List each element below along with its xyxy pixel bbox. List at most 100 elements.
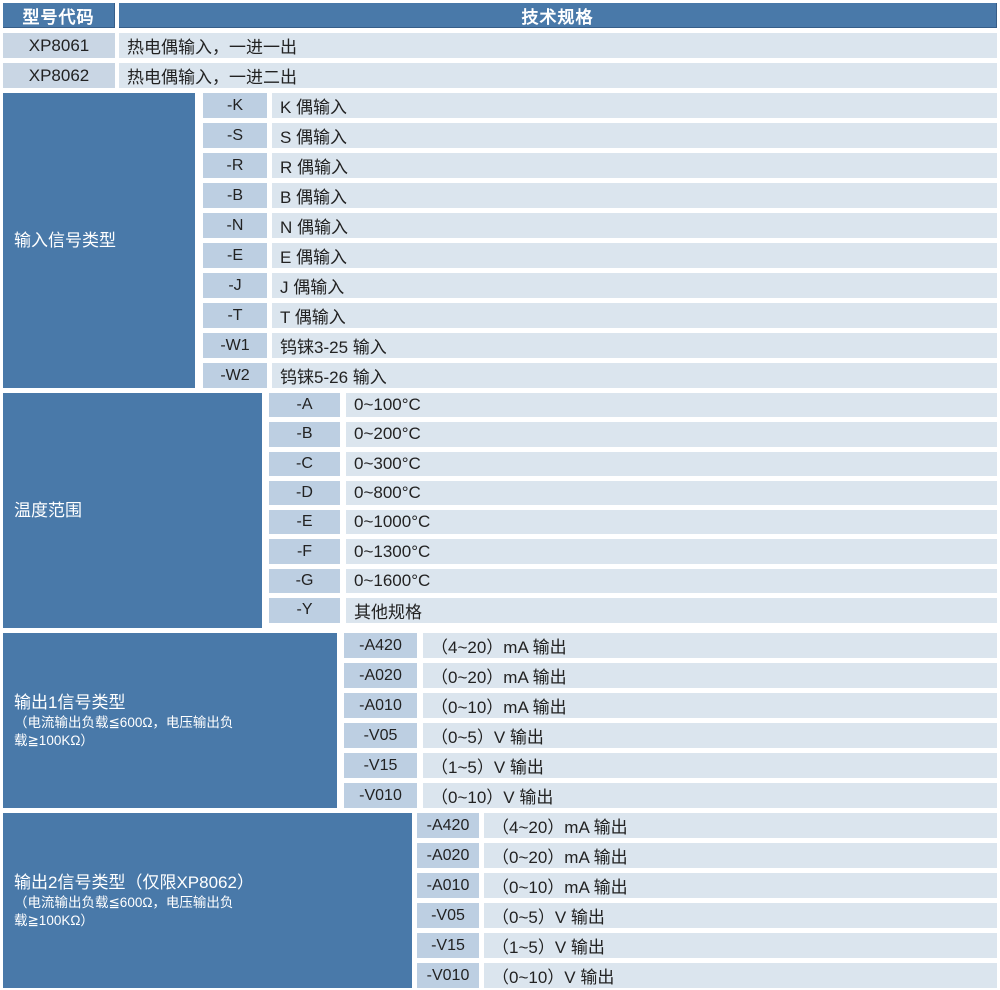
spec-option-row: -N N 偶输入 [203, 213, 997, 238]
option-description: 0~200°C [346, 422, 997, 447]
option-description: （0~5）V 输出 [423, 723, 997, 748]
option-description: K 偶输入 [272, 93, 997, 118]
option-description: 0~1600°C [346, 568, 997, 593]
spec-option-row: -Y 其他规格 [269, 597, 997, 623]
section-title: 输出2信号类型（仅限XP8062） [14, 872, 254, 892]
option-description: （1~5）V 输出 [484, 933, 997, 958]
option-description: （0~10）V 输出 [484, 963, 997, 988]
option-description: （4~20）mA 输出 [484, 813, 997, 838]
section-note: （电流输出负载≦600Ω，电压输出负 载≧100KΩ） [14, 894, 234, 928]
option-description: （4~20）mA 输出 [423, 633, 997, 658]
option-code: -J [203, 273, 267, 298]
option-code: -F [269, 539, 340, 564]
option-description: R 偶输入 [272, 153, 997, 178]
spec-option-row: -K K 偶输入 [203, 93, 997, 118]
spec-option-row: -S S 偶输入 [203, 123, 997, 148]
spec-option-row: -V010 （0~10）V 输出 [344, 783, 997, 808]
option-code: -E [203, 243, 267, 268]
option-description: （0~20）mA 输出 [423, 663, 997, 688]
section-input-signal-type: 输入信号类型 -K K 偶输入 -S S 偶输入 -R R 偶输入 -B B 偶… [3, 93, 997, 388]
spec-option-row: -E E 偶输入 [203, 243, 997, 268]
spec-option-row: -V010 （0~10）V 输出 [417, 963, 997, 988]
model-row-xp8062: XP8062 热电偶输入，一进二出 [3, 63, 997, 88]
option-description: T 偶输入 [272, 303, 997, 328]
section-rows: -A 0~100°C -B 0~200°C -C 0~300°C -D 0~80… [269, 393, 997, 628]
option-code: -R [203, 153, 267, 178]
section-temperature-range: 温度范围 -A 0~100°C -B 0~200°C -C 0~300°C -D… [3, 393, 997, 628]
spec-option-row: -D 0~800°C [269, 480, 997, 506]
option-code: -A420 [344, 633, 417, 658]
spec-option-row: -A010 （0~10）mA 输出 [417, 873, 997, 898]
spec-option-row: -V15 （1~5）V 输出 [344, 753, 997, 778]
section-label-cell: 输出1信号类型 （电流输出负载≦600Ω，电压输出负 载≧100KΩ） [3, 633, 337, 808]
option-code: -V010 [344, 783, 417, 808]
table-header-row: 型号代码 技术规格 [3, 3, 997, 28]
option-description: 0~800°C [346, 480, 997, 506]
section-output1-signal-type: 输出1信号类型 （电流输出负载≦600Ω，电压输出负 载≧100KΩ） -A420… [3, 633, 997, 808]
section-rows: -K K 偶输入 -S S 偶输入 -R R 偶输入 -B B 偶输入 -N N… [203, 93, 997, 388]
model-code: XP8062 [3, 63, 115, 88]
spec-option-row: -A010 （0~10）mA 输出 [344, 693, 997, 718]
section-title: 输出1信号类型 [14, 692, 126, 712]
option-code: -V05 [344, 723, 417, 748]
option-description: （0~10）V 输出 [423, 783, 997, 808]
model-row-xp8061: XP8061 热电偶输入，一进一出 [3, 33, 997, 58]
model-description: 热电偶输入，一进一出 [119, 33, 997, 58]
option-code: -B [269, 422, 340, 447]
option-code: -B [203, 183, 267, 208]
option-code: -D [269, 480, 340, 506]
option-description: N 偶输入 [272, 213, 997, 238]
option-code: -A020 [417, 843, 479, 868]
spec-option-row: -A020 （0~20）mA 输出 [417, 843, 997, 868]
spec-option-row: -E 0~1000°C [269, 510, 997, 535]
section-label-cell: 输入信号类型 [3, 93, 195, 388]
option-code: -W1 [203, 333, 267, 358]
option-description: （0~5）V 输出 [484, 903, 997, 928]
option-description: 钨铼5-26 输入 [272, 363, 997, 388]
section-label-cell: 温度范围 [3, 393, 262, 628]
section-title: 温度范围 [14, 500, 82, 520]
option-description: 0~100°C [346, 393, 997, 418]
option-code: -G [269, 568, 340, 593]
option-code: -A010 [344, 693, 417, 718]
model-description: 热电偶输入，一进二出 [119, 63, 997, 88]
option-code: -E [269, 510, 340, 535]
option-description: （0~10）mA 输出 [484, 873, 997, 898]
header-tech-spec: 技术规格 [119, 3, 997, 28]
option-description: J 偶输入 [272, 273, 997, 298]
spec-option-row: -A420 （4~20）mA 输出 [344, 633, 997, 658]
spec-option-row: -C 0~300°C [269, 451, 997, 476]
option-description: 0~1300°C [346, 539, 997, 564]
option-code: -V15 [344, 753, 417, 778]
spec-option-row: -W1 钨铼3-25 输入 [203, 333, 997, 358]
option-description: S 偶输入 [272, 123, 997, 148]
spec-option-row: -A 0~100°C [269, 393, 997, 418]
header-model-code: 型号代码 [3, 3, 115, 28]
spec-option-row: -A420 （4~20）mA 输出 [417, 813, 997, 838]
option-description: （1~5）V 输出 [423, 753, 997, 778]
section-label-cell: 输出2信号类型（仅限XP8062） （电流输出负载≦600Ω，电压输出负 载≧10… [3, 813, 412, 988]
option-description: E 偶输入 [272, 243, 997, 268]
spec-option-row: -V05 （0~5）V 输出 [344, 723, 997, 748]
spec-option-row: -W2 钨铼5-26 输入 [203, 363, 997, 388]
option-code: -C [269, 451, 340, 476]
model-code: XP8061 [3, 33, 115, 58]
option-code: -V010 [417, 963, 479, 988]
spec-option-row: -B B 偶输入 [203, 183, 997, 208]
option-code: -W2 [203, 363, 267, 388]
option-code: -N [203, 213, 267, 238]
option-description: （0~20）mA 输出 [484, 843, 997, 868]
section-output2-signal-type: 输出2信号类型（仅限XP8062） （电流输出负载≦600Ω，电压输出负 载≧10… [3, 813, 997, 988]
option-description: （0~10）mA 输出 [423, 693, 997, 718]
spec-option-row: -V15 （1~5）V 输出 [417, 933, 997, 958]
option-description: 0~1000°C [346, 510, 997, 535]
option-code: -A [269, 393, 340, 418]
spec-option-row: -B 0~200°C [269, 422, 997, 447]
option-description: 其他规格 [346, 597, 997, 623]
option-description: 钨铼3-25 输入 [272, 333, 997, 358]
option-code: -K [203, 93, 267, 118]
option-description: B 偶输入 [272, 183, 997, 208]
section-rows: -A420 （4~20）mA 输出 -A020 （0~20）mA 输出 -A01… [344, 633, 997, 808]
option-code: -V15 [417, 933, 479, 958]
